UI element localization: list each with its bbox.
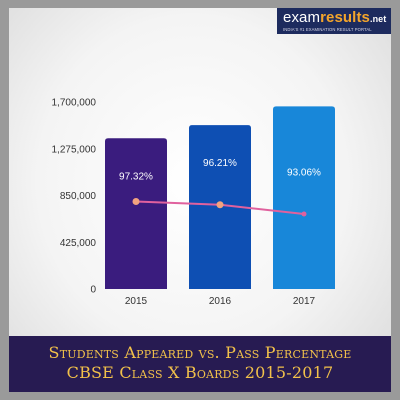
y-tick-label: 1,275,000: [52, 144, 97, 155]
bar-data-label: 97.32%: [119, 171, 153, 182]
x-tick-label: 2015: [125, 296, 148, 307]
title-banner: Students Appeared vs. Pass Percentage CB…: [9, 336, 391, 392]
x-tick-label: 2016: [209, 296, 232, 307]
y-tick-label: 1,700,000: [52, 98, 97, 109]
pass-percentage-line: [132, 198, 307, 217]
bar-2017: [273, 106, 335, 290]
logo-text-accent: results: [320, 9, 370, 26]
x-axis: 2015 2016 2017: [125, 296, 316, 307]
y-tick-label: 425,000: [60, 238, 97, 249]
banner-title-line2: CBSE Class X Boards 2015-2017: [66, 363, 334, 382]
line-point: [132, 198, 140, 205]
bar-data-label: 93.06%: [287, 167, 321, 178]
logo-text-main: exam: [283, 9, 321, 26]
x-tick-label: 2017: [293, 296, 316, 307]
logo-text-suffix: .net: [369, 14, 387, 24]
y-tick-label: 0: [90, 285, 96, 296]
banner-title-line1: Students Appeared vs. Pass Percentage: [48, 343, 352, 362]
line-point: [216, 201, 224, 209]
bars: 97.32% 96.21% 93.06%: [105, 106, 335, 290]
logo-wordmark: examresults.net: [283, 10, 386, 27]
y-tick-label: 850,000: [60, 191, 97, 202]
y-axis: 0 425,000 850,000 1,275,000 1,700,000: [52, 98, 97, 296]
examresults-logo[interactable]: examresults.net INDIA'S #1 EXAMINATION R…: [277, 8, 391, 34]
line-point: [301, 211, 307, 217]
bar-data-label: 96.21%: [203, 158, 237, 169]
logo-tagline: INDIA'S #1 EXAMINATION RESULT PORTAL: [283, 27, 372, 32]
bar-2015: [105, 138, 167, 289]
